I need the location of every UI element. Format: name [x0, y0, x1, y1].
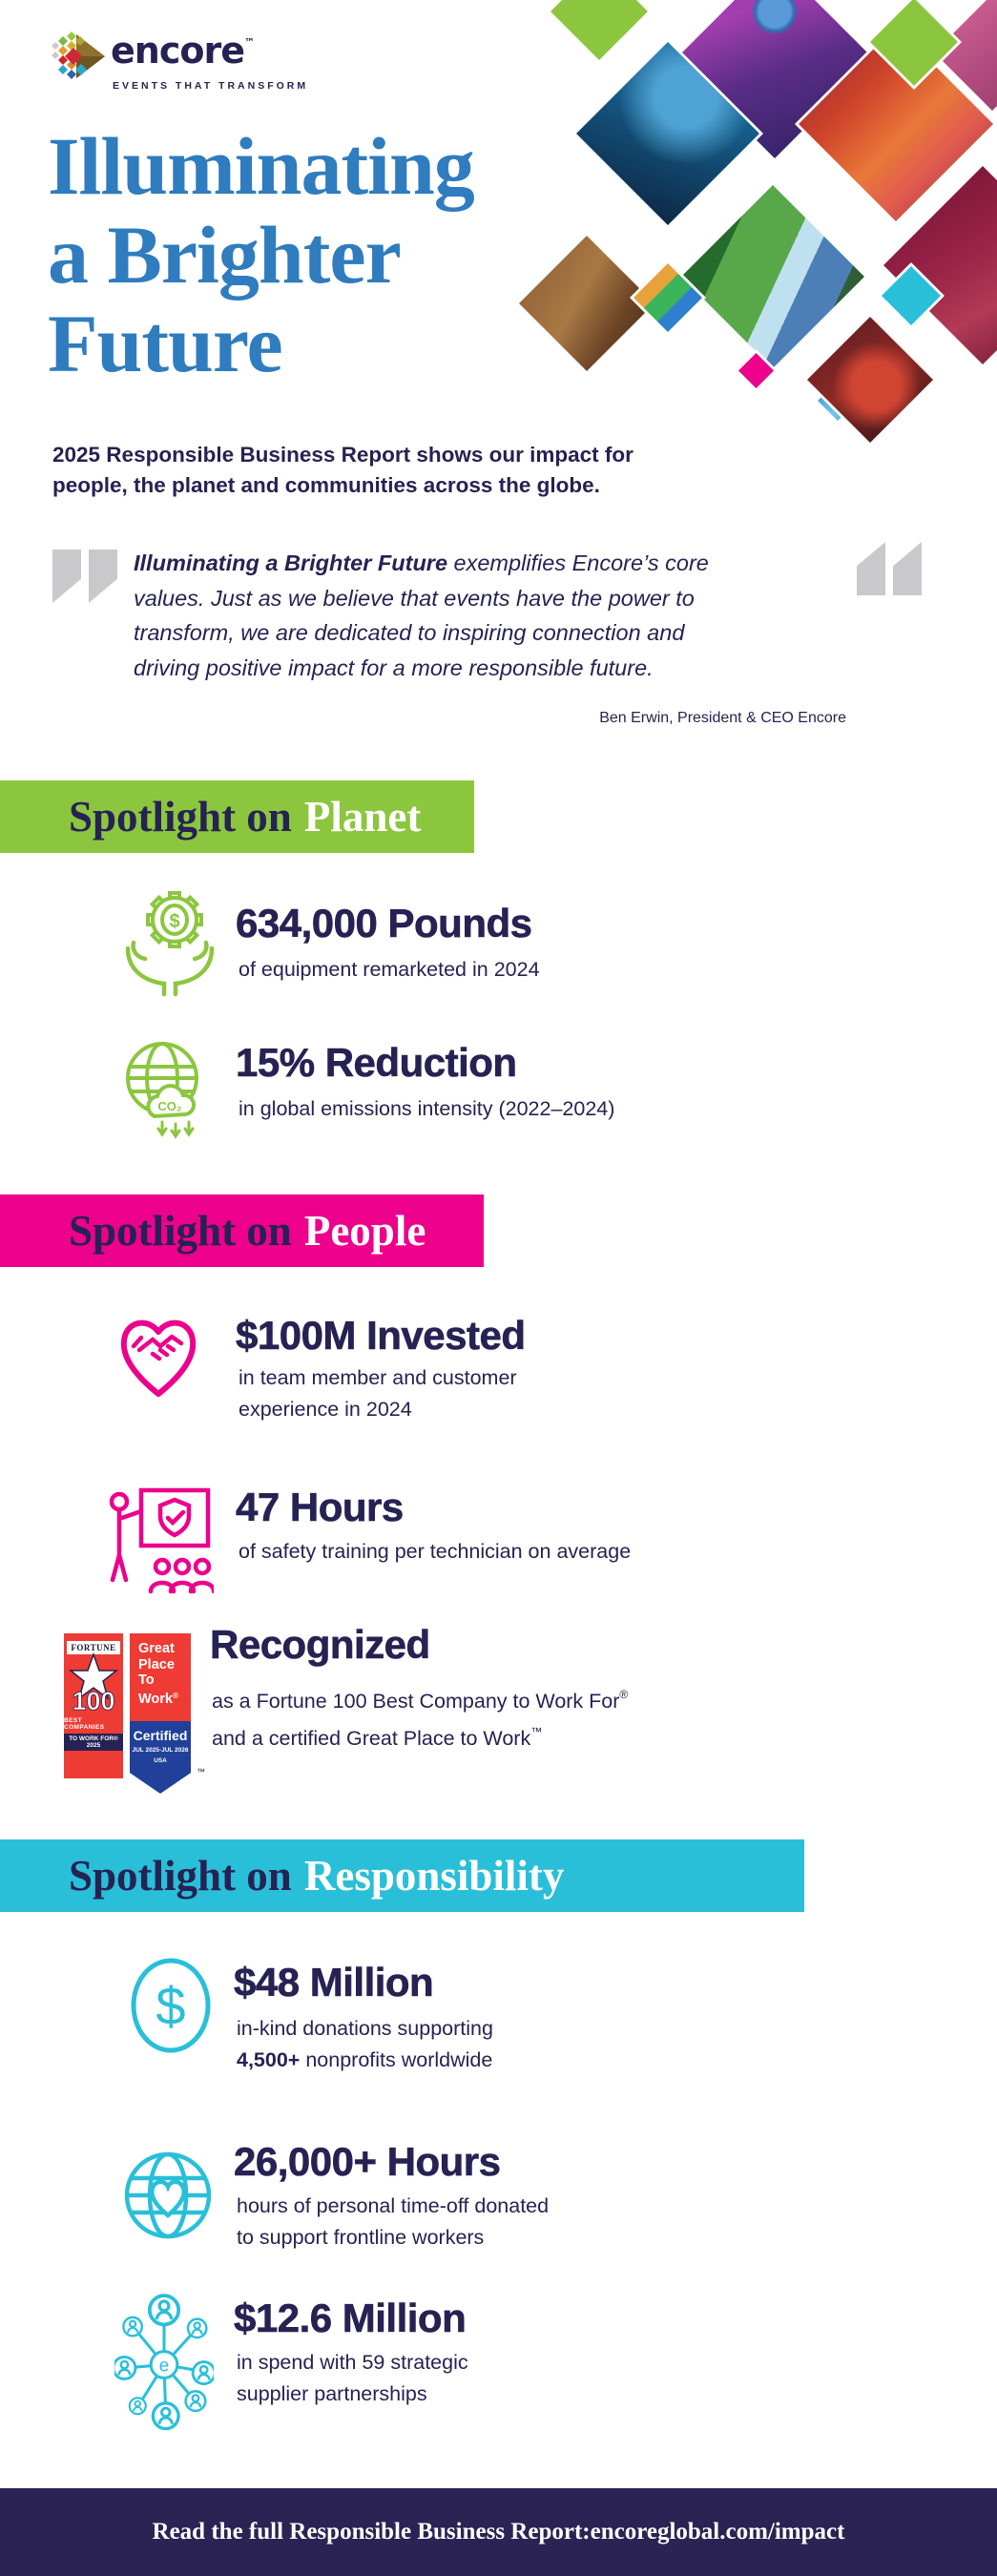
- svg-text:CO₂: CO₂: [157, 1099, 182, 1113]
- ceo-quote: Illuminating a Brighter Future exemplifi…: [134, 551, 709, 680]
- logo-tagline: EVENTS THAT TRANSFORM: [113, 80, 309, 92]
- great-place-to-work-badge: Great Place To Work® Certified JUL 2025-…: [130, 1633, 191, 1794]
- svg-text:$: $: [156, 1976, 185, 2036]
- section-banner-planet: Spotlight on Planet: [0, 780, 474, 853]
- green-accent-diamond: [547, 0, 652, 64]
- dollar-circle-icon: $: [131, 1958, 211, 2053]
- footer-banner: Read the full Responsible Business Repor…: [0, 2488, 997, 2576]
- handshake-heart-icon: [120, 1319, 197, 1397]
- stat-desc-safety: of safety training per technician on ave…: [239, 1540, 632, 1563]
- stat-desc-remarketed: of equipment remarketed in 2024: [239, 958, 540, 981]
- encore-logo-icon: [52, 31, 105, 79]
- section-banner-people: Spotlight on People: [0, 1195, 484, 1267]
- page-title: Illuminating a Brighter Future: [48, 120, 475, 389]
- open-quote-icon: [52, 550, 81, 603]
- footer-report-link[interactable]: encoreglobal.com/impact: [590, 2519, 845, 2545]
- safety-training-icon: [109, 1487, 214, 1594]
- stat-value-invested: $100M Invested: [236, 1313, 527, 1359]
- supplier-network-icon: e: [114, 2294, 214, 2431]
- close-quote-icon: [893, 542, 922, 595]
- logo-wordmark: encore™: [111, 30, 255, 72]
- open-quote-icon: [89, 550, 117, 603]
- stat-desc-invested: in team member and customer experience i…: [239, 1366, 517, 1421]
- emissions-reduction-icon: CO₂: [126, 1042, 198, 1139]
- fortune-100-badge: FORTUNE 100 BEST COMPANIES TO WORK FOR® …: [64, 1633, 123, 1778]
- stat-value-remarketed: 634,000 Pounds: [236, 901, 533, 946]
- stat-value-hours: 26,000+ Hours: [234, 2139, 502, 2185]
- stat-value-recognized: Recognized: [210, 1622, 431, 1668]
- stat-desc-donations: in-kind donations supporting 4,500+ nonp…: [237, 2017, 493, 2071]
- stat-desc-hours: hours of personal time-off donated to su…: [237, 2194, 550, 2249]
- section-banner-responsibility: Spotlight on Responsibility: [0, 1839, 804, 1912]
- gptw-trademark: ™: [197, 1767, 205, 1776]
- stat-value-safety: 47 Hours: [236, 1485, 405, 1530]
- footer-text: Read the full Responsible Business Repor…: [152, 2519, 591, 2545]
- stat-desc-recognized: as a Fortune 100 Best Company to Work Fo…: [212, 1688, 629, 1750]
- stat-value-emissions: 15% Reduction: [236, 1040, 518, 1086]
- stat-value-donations: $48 Million: [234, 1960, 434, 2005]
- star-icon: [69, 1652, 118, 1700]
- stat-value-spend: $12.6 Million: [234, 2296, 467, 2341]
- stat-desc-emissions: in global emissions intensity (2022–2024…: [239, 1097, 615, 1120]
- equipment-remarket-icon: $: [125, 891, 215, 997]
- event-photo-diamond: [803, 313, 937, 447]
- quote-attribution: Ben Erwin, President & CEO Encore: [599, 710, 846, 726]
- intro-text: 2025 Responsible Business Report shows o…: [52, 443, 634, 497]
- svg-text:e: e: [159, 2356, 170, 2376]
- stat-desc-spend: in spend with 59 strategic supplier part…: [237, 2351, 468, 2405]
- globe-heart-icon: [124, 2151, 212, 2239]
- svg-text:$: $: [169, 911, 179, 932]
- logo-trademark: ™: [243, 36, 255, 49]
